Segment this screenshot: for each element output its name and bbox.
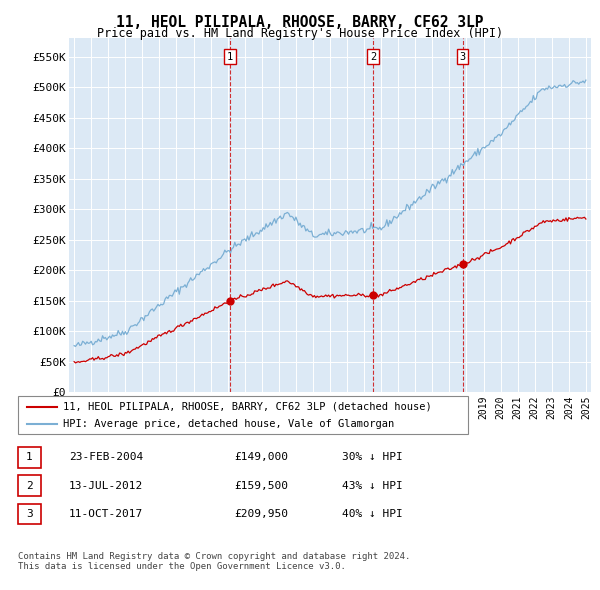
Text: 1: 1 xyxy=(227,52,233,62)
Text: 2: 2 xyxy=(370,52,376,62)
Text: 23-FEB-2004: 23-FEB-2004 xyxy=(69,453,143,462)
Text: 3: 3 xyxy=(460,52,466,62)
Text: 1: 1 xyxy=(26,453,33,462)
Text: 11-OCT-2017: 11-OCT-2017 xyxy=(69,509,143,519)
Text: 30% ↓ HPI: 30% ↓ HPI xyxy=(342,453,403,462)
Text: £209,950: £209,950 xyxy=(234,509,288,519)
Text: 3: 3 xyxy=(26,509,33,519)
Text: 2: 2 xyxy=(26,481,33,490)
Text: £149,000: £149,000 xyxy=(234,453,288,462)
Text: 13-JUL-2012: 13-JUL-2012 xyxy=(69,481,143,490)
Text: 11, HEOL PILIPALA, RHOOSE, BARRY, CF62 3LP: 11, HEOL PILIPALA, RHOOSE, BARRY, CF62 3… xyxy=(116,15,484,30)
Text: HPI: Average price, detached house, Vale of Glamorgan: HPI: Average price, detached house, Vale… xyxy=(63,419,394,428)
Text: Price paid vs. HM Land Registry's House Price Index (HPI): Price paid vs. HM Land Registry's House … xyxy=(97,27,503,40)
Text: 40% ↓ HPI: 40% ↓ HPI xyxy=(342,509,403,519)
Text: 11, HEOL PILIPALA, RHOOSE, BARRY, CF62 3LP (detached house): 11, HEOL PILIPALA, RHOOSE, BARRY, CF62 3… xyxy=(63,402,432,411)
Text: Contains HM Land Registry data © Crown copyright and database right 2024.
This d: Contains HM Land Registry data © Crown c… xyxy=(18,552,410,571)
Text: 43% ↓ HPI: 43% ↓ HPI xyxy=(342,481,403,490)
Text: £159,500: £159,500 xyxy=(234,481,288,490)
